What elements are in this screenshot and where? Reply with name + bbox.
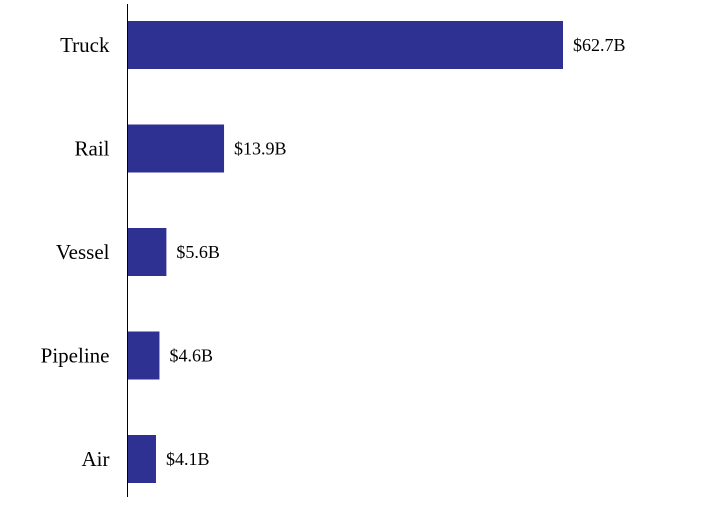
- bar-rail: [128, 124, 225, 173]
- category-label-air: Air: [82, 447, 110, 471]
- category-label-truck: Truck: [60, 33, 110, 57]
- category-label-pipeline: Pipeline: [41, 344, 110, 368]
- value-label-truck: $62.7B: [573, 35, 626, 55]
- category-label-vessel: Vessel: [56, 240, 110, 264]
- value-label-vessel: $5.6B: [176, 242, 220, 262]
- bars-layer: [128, 21, 563, 483]
- value-labels-layer: $62.7B $13.9B $5.6B $4.6B $4.1B: [166, 35, 626, 469]
- value-label-air: $4.1B: [166, 449, 210, 469]
- bar-air: [128, 435, 156, 483]
- category-label-rail: Rail: [75, 137, 110, 161]
- value-label-rail: $13.9B: [234, 139, 287, 159]
- bar-vessel: [128, 228, 167, 276]
- value-label-pipeline: $4.6B: [169, 346, 213, 366]
- category-labels-layer: Truck Rail Vessel Pipeline Air: [41, 33, 110, 471]
- bar-pipeline: [128, 331, 160, 380]
- bar-truck: [128, 21, 563, 69]
